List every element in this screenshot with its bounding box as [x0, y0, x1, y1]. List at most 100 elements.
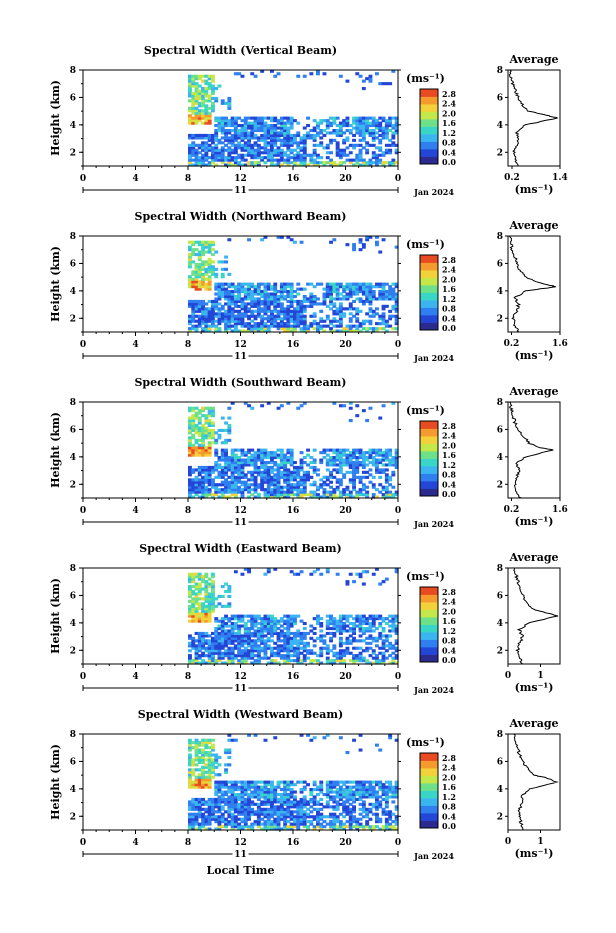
colorbar-unit: (ms⁻¹) [406, 238, 445, 251]
heatmap-cell [313, 312, 317, 315]
heatmap-cell [224, 268, 228, 271]
colorbar-label: 2.0 [442, 108, 456, 118]
heatmap-cell [339, 75, 343, 78]
panel-title: Spectral Width (Northward Beam) [135, 210, 347, 223]
colorbar-swatch [420, 474, 438, 482]
heatmap-cell [227, 602, 231, 605]
heatmap-cell [280, 404, 284, 407]
heatmap-cell [316, 297, 320, 300]
heatmap-cell [346, 136, 350, 139]
y-tick-label: 2 [70, 148, 76, 158]
day-label: 11 [234, 352, 247, 362]
colorbar-label: 2.0 [442, 440, 456, 450]
heatmap-cell [352, 580, 356, 583]
colorbar-unit: (ms⁻¹) [406, 404, 445, 417]
heatmap-cell [369, 75, 373, 78]
colorbar-swatch [420, 489, 438, 497]
heatmap-cell [372, 483, 376, 486]
heatmap-cell [218, 327, 222, 330]
heatmap-cell [346, 580, 350, 583]
y-tick-label: 8 [70, 232, 76, 242]
heatmap-cell [218, 434, 222, 437]
heatmap-cell [273, 283, 277, 286]
heatmap-cell [355, 414, 359, 417]
heatmap-cell [188, 754, 192, 757]
avg-y-tick-label: 2 [497, 148, 503, 158]
heatmap-cell [391, 471, 395, 474]
heatmap-cell [241, 573, 245, 576]
panel-title: Spectral Width (Vertical Beam) [144, 44, 337, 57]
heatmap-cell [221, 273, 225, 276]
heatmap-cell [211, 580, 215, 583]
heatmap-cell [323, 639, 327, 642]
colorbar-label: 2.4 [442, 597, 456, 607]
heatmap-cell [372, 573, 376, 576]
heatmap-cell [355, 317, 359, 320]
heatmap-cell [211, 739, 215, 742]
heatmap-cell [346, 647, 350, 650]
heatmap-cell [296, 615, 300, 618]
x-tick-label: 12 [234, 174, 247, 184]
avg-x-label: (ms⁻¹) [515, 349, 554, 362]
heatmap-cell [234, 739, 238, 742]
day-label: 11 [234, 518, 247, 528]
avg-y-tick-label: 6 [497, 259, 503, 269]
date-label: Jan 2024 [413, 519, 454, 529]
colorbar-swatch [420, 444, 438, 452]
colorbar-swatch [420, 421, 438, 429]
heatmap-cell [382, 312, 386, 315]
day-label: 11 [234, 186, 247, 196]
heatmap-cell [227, 238, 231, 241]
avg-x-label: (ms⁻¹) [515, 681, 554, 694]
heatmap-cell [378, 417, 382, 420]
heatmap-cell [296, 131, 300, 134]
heatmap-cell [303, 622, 307, 625]
avg-profile-line [514, 568, 558, 664]
x-tick-label: 16 [287, 672, 300, 682]
heatmap-cells [188, 236, 399, 333]
heatmap-cell [211, 260, 215, 263]
heatmap-cell [293, 791, 297, 794]
panel-title: Spectral Width (Eastward Beam) [139, 542, 341, 555]
avg-y-tick-label: 2 [497, 314, 503, 324]
heatmap-cell [378, 476, 382, 479]
heatmap-cell [280, 449, 284, 452]
avg-x-tick-label: 0.2 [504, 173, 520, 183]
avg-profile-line [510, 402, 554, 498]
heatmap-cell [365, 149, 369, 152]
y-tick-label: 8 [70, 398, 76, 408]
avg-x-tick-label: 1.4 [552, 173, 568, 183]
heatmap-cell [218, 756, 222, 759]
x-tick-label: 8 [185, 174, 191, 184]
heatmap-cell [306, 642, 310, 645]
colorbar-label: 0.8 [442, 138, 456, 148]
avg-title: Average [508, 219, 558, 232]
colorbar-label: 2.8 [442, 587, 456, 597]
heatmap-cell [260, 404, 264, 407]
heatmap-cell [227, 749, 231, 752]
avg-profile-line [509, 70, 557, 166]
heatmap-cell [227, 424, 231, 427]
avg-x-label: (ms⁻¹) [515, 515, 554, 528]
heatmap-cell [339, 637, 343, 640]
heatmap-cell [218, 763, 222, 766]
heatmap-cell [188, 654, 192, 657]
y-axis-label: Height (km) [49, 80, 62, 156]
x-tick-label: 0 [395, 174, 401, 184]
heatmap-cell [372, 476, 376, 479]
heatmap-cell [319, 156, 323, 159]
heatmap-cell [349, 573, 353, 576]
heatmap-cell [313, 632, 317, 635]
x-tick-label: 4 [132, 174, 138, 184]
heatmap-cell [247, 238, 251, 241]
heatmap-cell [378, 146, 382, 149]
heatmap-cell [365, 486, 369, 489]
colorbar-swatch [420, 278, 438, 286]
heatmap-cell [382, 627, 386, 630]
heatmap-cell [221, 417, 225, 420]
x-tick-label: 8 [185, 506, 191, 516]
x-tick-label: 0 [80, 340, 86, 350]
x-tick-label: 0 [395, 340, 401, 350]
heatmap-cell [319, 310, 323, 313]
colorbar-label: 0.4 [442, 645, 456, 655]
